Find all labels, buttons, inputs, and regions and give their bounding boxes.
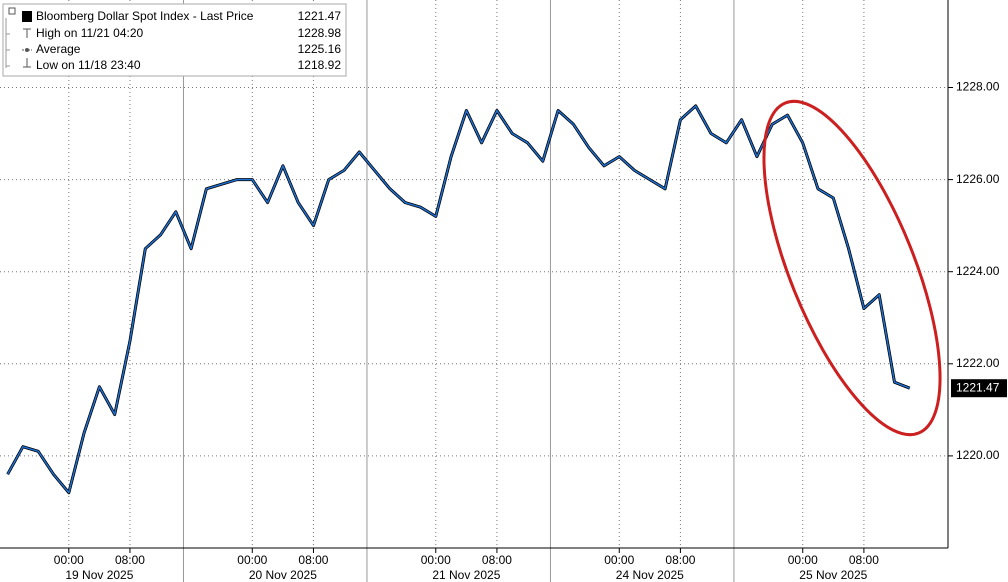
legend-value: 1218.92 bbox=[298, 58, 342, 72]
legend-low-icon bbox=[23, 58, 31, 68]
x-tick-label: 08:00 bbox=[115, 553, 145, 567]
x-tick-label: 08:00 bbox=[665, 553, 695, 567]
day-label: 20 Nov 2025 bbox=[249, 568, 317, 582]
x-tick-label: 00:00 bbox=[788, 553, 818, 567]
day-label: 19 Nov 2025 bbox=[65, 568, 133, 582]
legend-box bbox=[2, 3, 347, 77]
x-tick-label: 08:00 bbox=[298, 553, 328, 567]
x-tick-label: 08:00 bbox=[849, 553, 879, 567]
x-tick-label: 00:00 bbox=[54, 553, 84, 567]
legend-label: Bloomberg Dollar Spot Index - Last Price bbox=[36, 9, 254, 23]
legend-collapse bbox=[8, 7, 16, 15]
highlight-ellipse bbox=[762, 99, 942, 437]
y-tick-label: 1222.00 bbox=[956, 356, 1000, 370]
x-tick-label: 00:00 bbox=[237, 553, 267, 567]
last-price-label: 1221.47 bbox=[956, 380, 1000, 394]
legend-label: Low on 11/18 23:40 bbox=[36, 58, 141, 72]
legend-tree bbox=[5, 18, 10, 68]
legend-high-icon bbox=[23, 28, 31, 38]
y-tick-label: 1224.00 bbox=[956, 264, 1000, 278]
day-label: 24 Nov 2025 bbox=[616, 568, 684, 582]
legend-swatch bbox=[22, 11, 32, 22]
legend-label: High on 11/21 04:20 bbox=[36, 26, 144, 40]
line bbox=[6, 105, 911, 494]
legend-label: Average bbox=[36, 42, 81, 56]
plot bbox=[6, 104, 911, 495]
legend-value: 1225.16 bbox=[298, 42, 342, 56]
legend-average-dot bbox=[25, 48, 29, 52]
legend: Bloomberg Dollar Spot Index - Last Price… bbox=[2, 3, 347, 77]
last-price-box bbox=[951, 379, 1007, 398]
day-label: 21 Nov 2025 bbox=[432, 568, 500, 582]
day-label: 25 Nov 2025 bbox=[799, 568, 867, 582]
y-tick-label: 1226.00 bbox=[956, 172, 1000, 186]
x-tick-label: 08:00 bbox=[482, 553, 512, 567]
grid bbox=[0, 0, 948, 582]
y-tick-label: 1228.00 bbox=[956, 80, 1000, 94]
x-tick-label: 00:00 bbox=[604, 553, 634, 567]
x-tick-label: 00:00 bbox=[421, 553, 451, 567]
y-tick-label: 1220.00 bbox=[956, 448, 1000, 462]
legend-value: 1228.98 bbox=[298, 26, 342, 40]
legend-value: 1221.47 bbox=[298, 9, 342, 23]
